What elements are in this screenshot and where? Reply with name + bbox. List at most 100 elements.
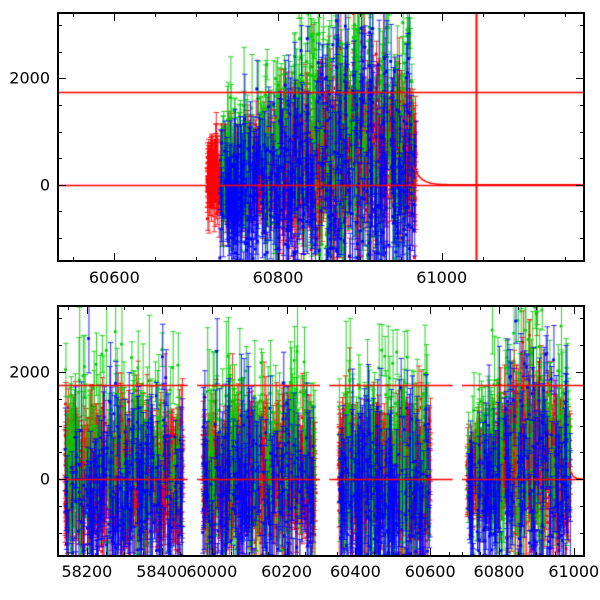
y-axis-label: 2000 [9, 362, 50, 382]
x-tick [564, 257, 566, 262]
y-tick-right [580, 425, 585, 427]
x-axis-label: 60800 [252, 268, 304, 287]
x-tick-top [374, 305, 376, 310]
y-tick-right [580, 398, 585, 400]
x-tick-top [441, 12, 443, 21]
x-tick [573, 548, 575, 557]
x-tick [211, 548, 213, 557]
x-tick [124, 552, 126, 557]
x-axis-label: 61000 [548, 562, 600, 581]
x-tick-top [155, 12, 157, 17]
x-tick-top [318, 12, 320, 17]
x-tick [480, 552, 482, 557]
y-tick [57, 425, 62, 427]
y-tick [57, 25, 62, 27]
x-tick [448, 552, 450, 557]
y-tick [57, 398, 62, 400]
x-axis-label: 58200 [61, 562, 113, 581]
x-axis-label: 60200 [261, 562, 313, 581]
x-tick [249, 552, 251, 557]
x-tick-top [68, 305, 70, 310]
x-tick [430, 548, 432, 557]
x-tick [400, 257, 402, 262]
x-tick-top [211, 305, 213, 314]
y-tick-right [580, 25, 585, 27]
x-axis-label: 60400 [329, 562, 381, 581]
x-tick [517, 552, 519, 557]
x-tick-top [564, 12, 566, 17]
x-axis-label: 60600 [88, 268, 140, 287]
x-tick-top [278, 12, 280, 21]
x-tick-top [517, 305, 519, 310]
x-tick [114, 253, 116, 262]
x-tick [374, 552, 376, 557]
x-tick-top [196, 12, 198, 17]
y-tick [57, 506, 62, 508]
x-tick [441, 253, 443, 262]
y-tick-right [580, 238, 585, 240]
x-tick-top [161, 305, 163, 314]
x-axis-label: 60000 [186, 562, 238, 581]
x-tick [392, 552, 394, 557]
x-tick [336, 552, 338, 557]
x-tick [237, 257, 239, 262]
x-tick-top [142, 305, 144, 310]
x-tick-top [411, 305, 413, 310]
x-tick [180, 552, 182, 557]
x-tick [196, 257, 198, 262]
y-tick-right [580, 532, 585, 534]
y-tick-right [580, 131, 585, 133]
x-tick [355, 548, 357, 557]
x-tick [161, 548, 163, 557]
y-tick [57, 211, 62, 213]
x-tick-top [461, 305, 463, 310]
x-tick-top [73, 12, 75, 17]
x-tick-top [180, 305, 182, 310]
x-tick [278, 253, 280, 262]
axis-break-gap [452, 305, 462, 557]
y-tick-right [580, 345, 585, 347]
x-tick-top [86, 305, 88, 314]
x-tick-top [400, 12, 402, 17]
x-tick-top [536, 305, 538, 310]
x-tick-top [482, 12, 484, 17]
x-tick-top [267, 305, 269, 310]
y-tick [57, 158, 62, 160]
x-tick-top [305, 305, 307, 310]
y-tick [57, 532, 62, 534]
y-tick-right [576, 479, 585, 481]
y-tick [57, 184, 66, 186]
x-axis-label: 60600 [404, 562, 456, 581]
y-tick [57, 345, 62, 347]
x-tick [499, 548, 500, 557]
x-tick-top [355, 305, 357, 314]
y-axis-label: 2000 [9, 68, 50, 88]
x-tick [286, 548, 288, 557]
y-tick [57, 452, 62, 454]
y-tick-right [580, 51, 585, 53]
x-tick-top [124, 305, 126, 310]
y-tick-right [580, 105, 585, 107]
y-tick-right [576, 78, 585, 80]
x-tick [523, 257, 525, 262]
top-panel [57, 12, 585, 262]
x-tick-top [105, 305, 107, 310]
y-tick [57, 131, 62, 133]
x-tick-top [249, 305, 251, 310]
bottom-panel [57, 305, 585, 557]
y-axis-label: 0 [39, 175, 50, 195]
x-tick-top [237, 12, 239, 17]
x-axis-label: 58400 [136, 562, 188, 581]
y-tick-right [580, 158, 585, 160]
x-tick [105, 552, 107, 557]
x-tick-top [573, 305, 575, 314]
x-axis-label: 61000 [416, 268, 468, 287]
x-tick [86, 548, 88, 557]
y-tick [57, 372, 66, 374]
y-tick-right [580, 211, 585, 213]
x-tick [142, 552, 144, 557]
x-tick [555, 552, 557, 557]
x-tick-top [336, 305, 338, 310]
x-tick [230, 552, 232, 557]
